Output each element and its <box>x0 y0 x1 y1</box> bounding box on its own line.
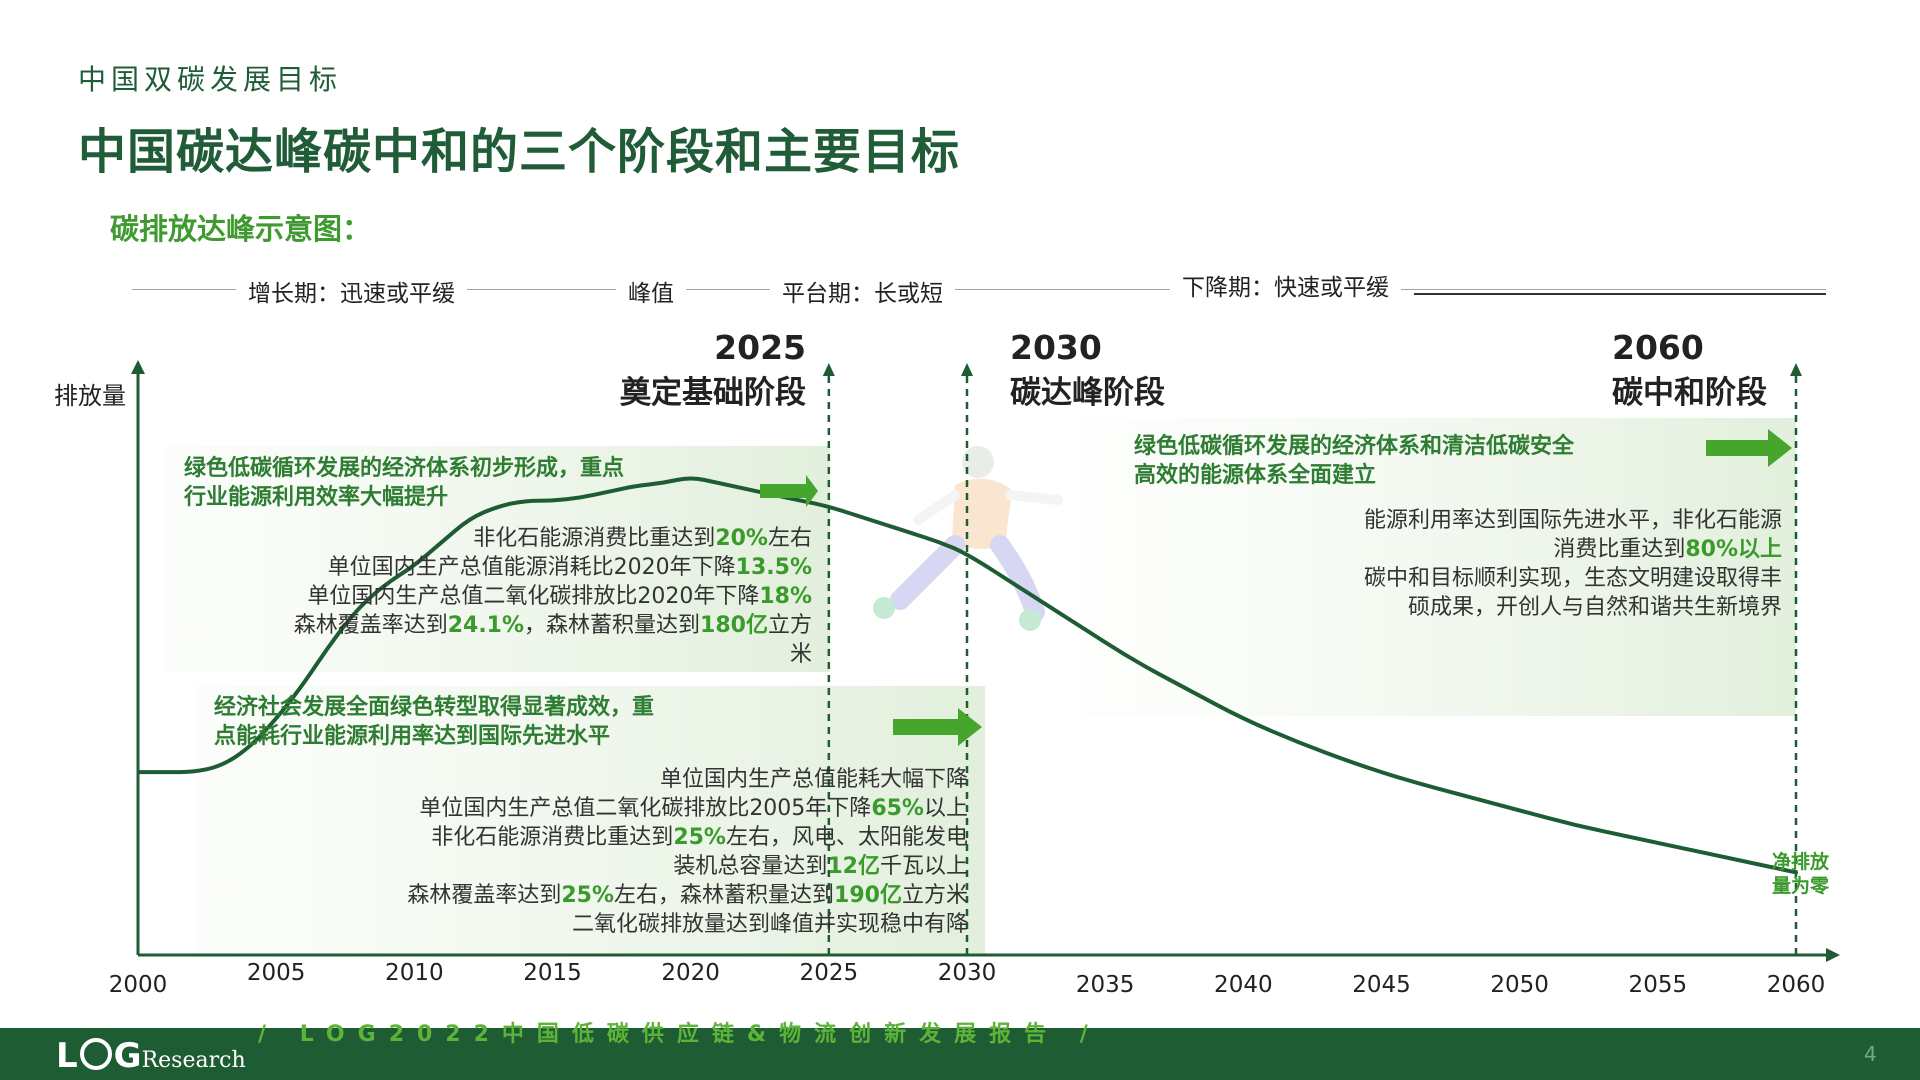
page-title: 中国碳达峰碳中和的三个阶段和主要目标 <box>78 124 961 180</box>
x-tick-label: 2025 <box>799 960 859 986</box>
x-tick-label: 2020 <box>661 960 720 986</box>
decline-underline <box>1414 293 1826 295</box>
box-2060-head-line: 绿色低碳循环发展的经济体系和清洁低碳安全 <box>1134 434 1575 459</box>
log-research-logo: L GResearch <box>56 1036 246 1076</box>
footer-bar <box>0 1028 1920 1080</box>
chart-axes <box>131 360 1840 962</box>
section-label: 中国双碳发展目标 <box>78 63 343 96</box>
box-line: 能源利用率达到国际先进水平，非化石能源 <box>1363 508 1782 533</box>
phase-decline: 下降期：快速或平缓 <box>1170 268 1401 302</box>
footer-report-title: / LOG2022中国低碳供应链&物流创新发展报告 / <box>258 1022 1101 1047</box>
box-line: 米 <box>789 642 812 667</box>
milestone-line-2025-arrow-icon <box>822 363 835 376</box>
milestone-2030: 2030 碳达峰阶段 <box>1010 328 1165 412</box>
box-line: 单位国内生产总值能源消耗比2020年下降13.5% <box>327 555 812 580</box>
box-line: 装机总容量达到12亿千瓦以上 <box>673 854 968 879</box>
milestone-lines <box>822 363 1802 955</box>
runner-figure <box>873 446 1063 631</box>
y-axis-label: 排放量 <box>54 382 126 410</box>
milestone-2025: 2025 奠定基础阶段 <box>610 328 806 412</box>
milestone-line-2060-arrow-icon <box>1790 363 1802 376</box>
box-line: 消费比重达到80%以上 <box>1553 537 1782 562</box>
box-2030-head-line: 经济社会发展全面绿色转型取得显著成效，重 <box>214 695 655 720</box>
logo-ring-icon <box>79 1038 112 1070</box>
phase-plateau: 平台期：长或短 <box>770 274 955 308</box>
box-2025-body: 非化石能源消费比重达到20%左右 单位国内生产总值能源消耗比2020年下降13.… <box>184 524 812 669</box>
x-tick-label: 2015 <box>523 960 582 986</box>
box-line: 单位国内生产总值二氧化碳排放比2005年下降65%以上 <box>419 796 968 821</box>
box-2060-bg <box>1080 418 1796 716</box>
phase-line <box>132 289 1826 290</box>
x-tick-label: 2030 <box>937 960 997 986</box>
arrow-2030 <box>893 708 982 746</box>
box-line: 二氧化碳排放量达到峰值并实现稳中有降 <box>571 912 968 937</box>
x-tick-label: 2010 <box>385 960 444 986</box>
box-line: 碳中和目标顺利实现，生态文明建设取得丰 <box>1363 566 1782 591</box>
box-line: 单位国内生产总值能耗大幅下降 <box>659 767 968 792</box>
net-zero-line: 量为零 <box>1772 875 1830 897</box>
milestone-2025-year: 2025 <box>714 328 806 367</box>
box-2025-head: 绿色低碳循环发展的经济体系初步形成，重点 行业能源利用效率大幅提升 <box>184 454 812 512</box>
page-number: 4 <box>1864 1042 1877 1066</box>
box-2030-body: 单位国内生产总值能耗大幅下降 单位国内生产总值二氧化碳排放比2005年下降65%… <box>214 765 968 939</box>
net-zero-line: 净排放 <box>1772 851 1830 873</box>
net-zero-label: 净排放 量为零 <box>1772 850 1829 898</box>
milestone-2030-year: 2030 <box>1010 328 1102 367</box>
box-2030-bg <box>195 686 985 956</box>
milestone-2025-name: 奠定基础阶段 <box>620 375 806 411</box>
milestone-2030-name: 碳达峰阶段 <box>1010 375 1165 411</box>
logo-word: Research <box>141 1048 246 1073</box>
x-tick-label: 2005 <box>246 960 306 986</box>
box-2060-head-line: 高效的能源体系全面建立 <box>1134 463 1377 488</box>
box-line: 单位国内生产总值二氧化碳排放比2020年下降18% <box>307 584 812 609</box>
logo-letter: G <box>113 1036 142 1076</box>
x-tick-label: 2040 <box>1214 972 1273 998</box>
milestone-2060-year: 2060 <box>1612 328 1704 367</box>
x-tick-label: 2050 <box>1490 972 1549 998</box>
x-tick-label: 2060 <box>1766 972 1826 998</box>
x-tick-label: 2000 <box>108 972 168 998</box>
arrow-2025 <box>760 475 818 507</box>
box-2025: 绿色低碳循环发展的经济体系初步形成，重点 行业能源利用效率大幅提升 非化石能源消… <box>184 454 812 669</box>
box-2025-head-line: 行业能源利用效率大幅提升 <box>184 485 449 510</box>
x-axis-arrow-icon <box>1826 948 1840 962</box>
box-2060: 绿色低碳循环发展的经济体系和清洁低碳安全 高效的能源体系全面建立 能源利用率达到… <box>1134 432 1782 622</box>
phase-peak: 峰值 <box>616 274 686 308</box>
box-line: 非化石能源消费比重达到20%左右 <box>473 526 812 551</box>
box-line: 硕成果，开创人与自然和谐共生新境界 <box>1407 595 1782 620</box>
box-line: 非化石能源消费比重达到25%左右，风电、太阳能发电 <box>431 825 968 850</box>
box-2060-head: 绿色低碳循环发展的经济体系和清洁低碳安全 高效的能源体系全面建立 <box>1134 432 1782 490</box>
milestone-line-2030-arrow-icon <box>961 363 973 376</box>
y-axis-arrow-icon <box>131 360 145 374</box>
box-2030-head-line: 点能耗行业能源利用率达到国际先进水平 <box>214 724 611 749</box>
chart-subtitle: 碳排放达峰示意图： <box>110 212 372 246</box>
box-line: 森林覆盖率达到25%左右，森林蓄积量达到190亿立方米 <box>407 883 968 908</box>
logo-letter: L <box>56 1036 78 1076</box>
milestone-2060-name: 碳中和阶段 <box>1612 375 1767 411</box>
box-2030: 经济社会发展全面绿色转型取得显著成效，重 点能耗行业能源利用率达到国际先进水平 … <box>214 693 968 939</box>
x-tick-label: 2045 <box>1352 972 1411 998</box>
milestone-2060: 2060 碳中和阶段 <box>1612 328 1767 412</box>
x-tick-label: 2035 <box>1075 972 1135 998</box>
arrow-2060 <box>1706 429 1792 467</box>
x-tick-label: 2055 <box>1628 972 1688 998</box>
box-line: 森林覆盖率达到24.1%，森林蓄积量达到180亿立方 <box>293 613 812 638</box>
box-2025-head-line: 绿色低碳循环发展的经济体系初步形成，重点 <box>184 456 625 481</box>
box-2030-head: 经济社会发展全面绿色转型取得显著成效，重 点能耗行业能源利用率达到国际先进水平 <box>214 693 968 751</box>
phase-growth: 增长期：迅速或平缓 <box>236 274 467 308</box>
box-2060-body: 能源利用率达到国际先进水平，非化石能源 消费比重达到80%以上 碳中和目标顺利实… <box>1134 506 1782 622</box>
